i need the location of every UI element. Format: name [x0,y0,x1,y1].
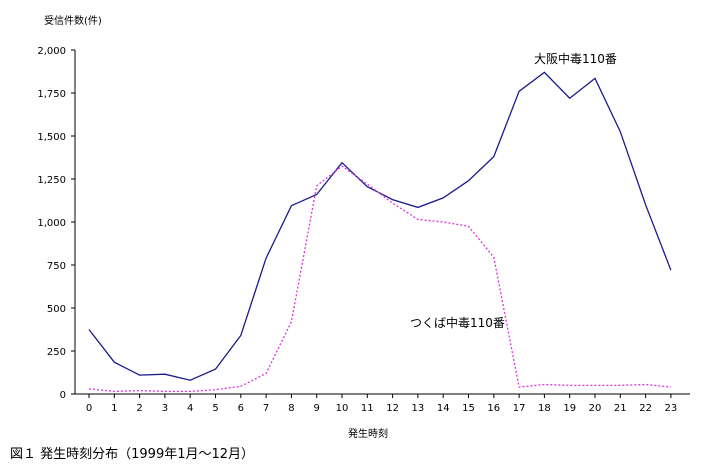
chart: 受信件数(件) 02505007501,0001,2501,5001,7502,… [37,14,690,440]
figure-caption: 図１ 発生時刻分布（1999年1月～12月） [10,447,255,462]
y-tick-label: 0 [60,390,66,401]
x-tick-label: 6 [238,403,244,414]
x-tick-label: 5 [212,403,218,414]
x-axis-title: 発生時刻 [348,427,388,440]
y-tick-label: 2,000 [37,46,66,57]
x-tick-label: 13 [412,403,425,414]
x-tick-label: 8 [288,403,294,414]
x-tick-label: 7 [263,403,269,414]
series-line-tsukuba [88,165,671,393]
x-ticks: 0 1 2 3 4 5 6 7 8 9 10 11 12 13 14 15 16 17 18 19 20 21 22 23 [86,394,677,414]
y-tick-label: 250 [47,347,66,358]
y-tick-label: 750 [47,261,66,272]
x-tick-label: 4 [187,403,193,414]
y-axis-title: 受信件数(件) [44,14,102,27]
x-tick-label: 0 [86,403,92,414]
x-tick-label: 12 [386,403,399,414]
x-tick-label: 17 [513,403,526,414]
x-tick-label: 21 [614,403,627,414]
x-tick-label: 1 [111,403,117,414]
series-label-tsukuba: つくば中毒110番 [410,315,505,330]
x-tick-label: 10 [336,403,349,414]
y-ticks: 0 250 500 750 1,000 1,250 1,500 1,750 2,000 [37,46,75,401]
x-tick-label: 11 [361,403,374,414]
x-tick-label: 20 [589,403,602,414]
y-tick-label: 1,750 [37,89,66,100]
y-tick-label: 1,500 [37,132,66,143]
series-group [88,71,672,393]
y-tick-label: 500 [47,304,66,315]
x-tick-label: 15 [462,403,475,414]
x-tick-label: 3 [162,403,168,414]
y-tick-label: 1,250 [37,175,66,186]
x-tick-label: 18 [538,403,551,414]
x-tick-label: 19 [563,403,576,414]
x-tick-label: 16 [487,403,500,414]
series-line-osaka [88,71,672,381]
x-tick-label: 9 [314,403,320,414]
series-label-osaka: 大阪中毒110番 [534,51,617,66]
x-tick-label: 2 [136,403,142,414]
y-tick-label: 1,000 [37,218,66,229]
x-tick-label: 22 [639,403,652,414]
x-tick-label: 14 [437,403,450,414]
x-tick-label: 23 [665,403,678,414]
